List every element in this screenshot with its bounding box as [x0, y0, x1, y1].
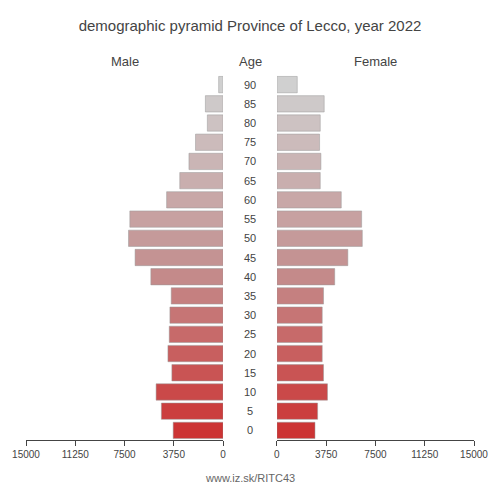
svg-text:0: 0 — [220, 449, 226, 460]
svg-text:30: 30 — [244, 309, 256, 321]
svg-text:0: 0 — [247, 424, 253, 436]
svg-text:Male: Male — [111, 54, 139, 69]
svg-text:45: 45 — [244, 252, 256, 264]
svg-text:demographic pyramid Province o: demographic pyramid Province of Lecco, y… — [79, 17, 422, 34]
svg-text:5: 5 — [247, 405, 253, 417]
svg-text:3750: 3750 — [163, 449, 186, 460]
svg-text:10: 10 — [244, 386, 256, 398]
svg-text:7500: 7500 — [113, 449, 136, 460]
svg-text:15: 15 — [244, 367, 256, 379]
svg-text:11250: 11250 — [62, 449, 90, 460]
svg-text:Age: Age — [239, 54, 262, 69]
svg-text:65: 65 — [244, 175, 256, 187]
svg-text:0: 0 — [274, 449, 280, 460]
svg-text:80: 80 — [244, 117, 256, 129]
svg-text:50: 50 — [244, 232, 256, 244]
svg-text:Female: Female — [354, 54, 397, 69]
svg-text:15000: 15000 — [12, 449, 40, 460]
svg-text:7500: 7500 — [364, 449, 387, 460]
svg-text:11250: 11250 — [411, 449, 439, 460]
svg-text:15000: 15000 — [460, 449, 488, 460]
svg-text:20: 20 — [244, 348, 256, 360]
svg-text:25: 25 — [244, 328, 256, 340]
svg-text:35: 35 — [244, 290, 256, 302]
svg-text:55: 55 — [244, 213, 256, 225]
svg-text:70: 70 — [244, 155, 256, 167]
svg-text:3750: 3750 — [315, 449, 338, 460]
svg-text:85: 85 — [244, 98, 256, 110]
svg-text:www.iz.sk/RITC43: www.iz.sk/RITC43 — [205, 472, 295, 484]
svg-text:90: 90 — [244, 79, 256, 91]
svg-text:60: 60 — [244, 194, 256, 206]
svg-text:75: 75 — [244, 136, 256, 148]
svg-text:40: 40 — [244, 271, 256, 283]
